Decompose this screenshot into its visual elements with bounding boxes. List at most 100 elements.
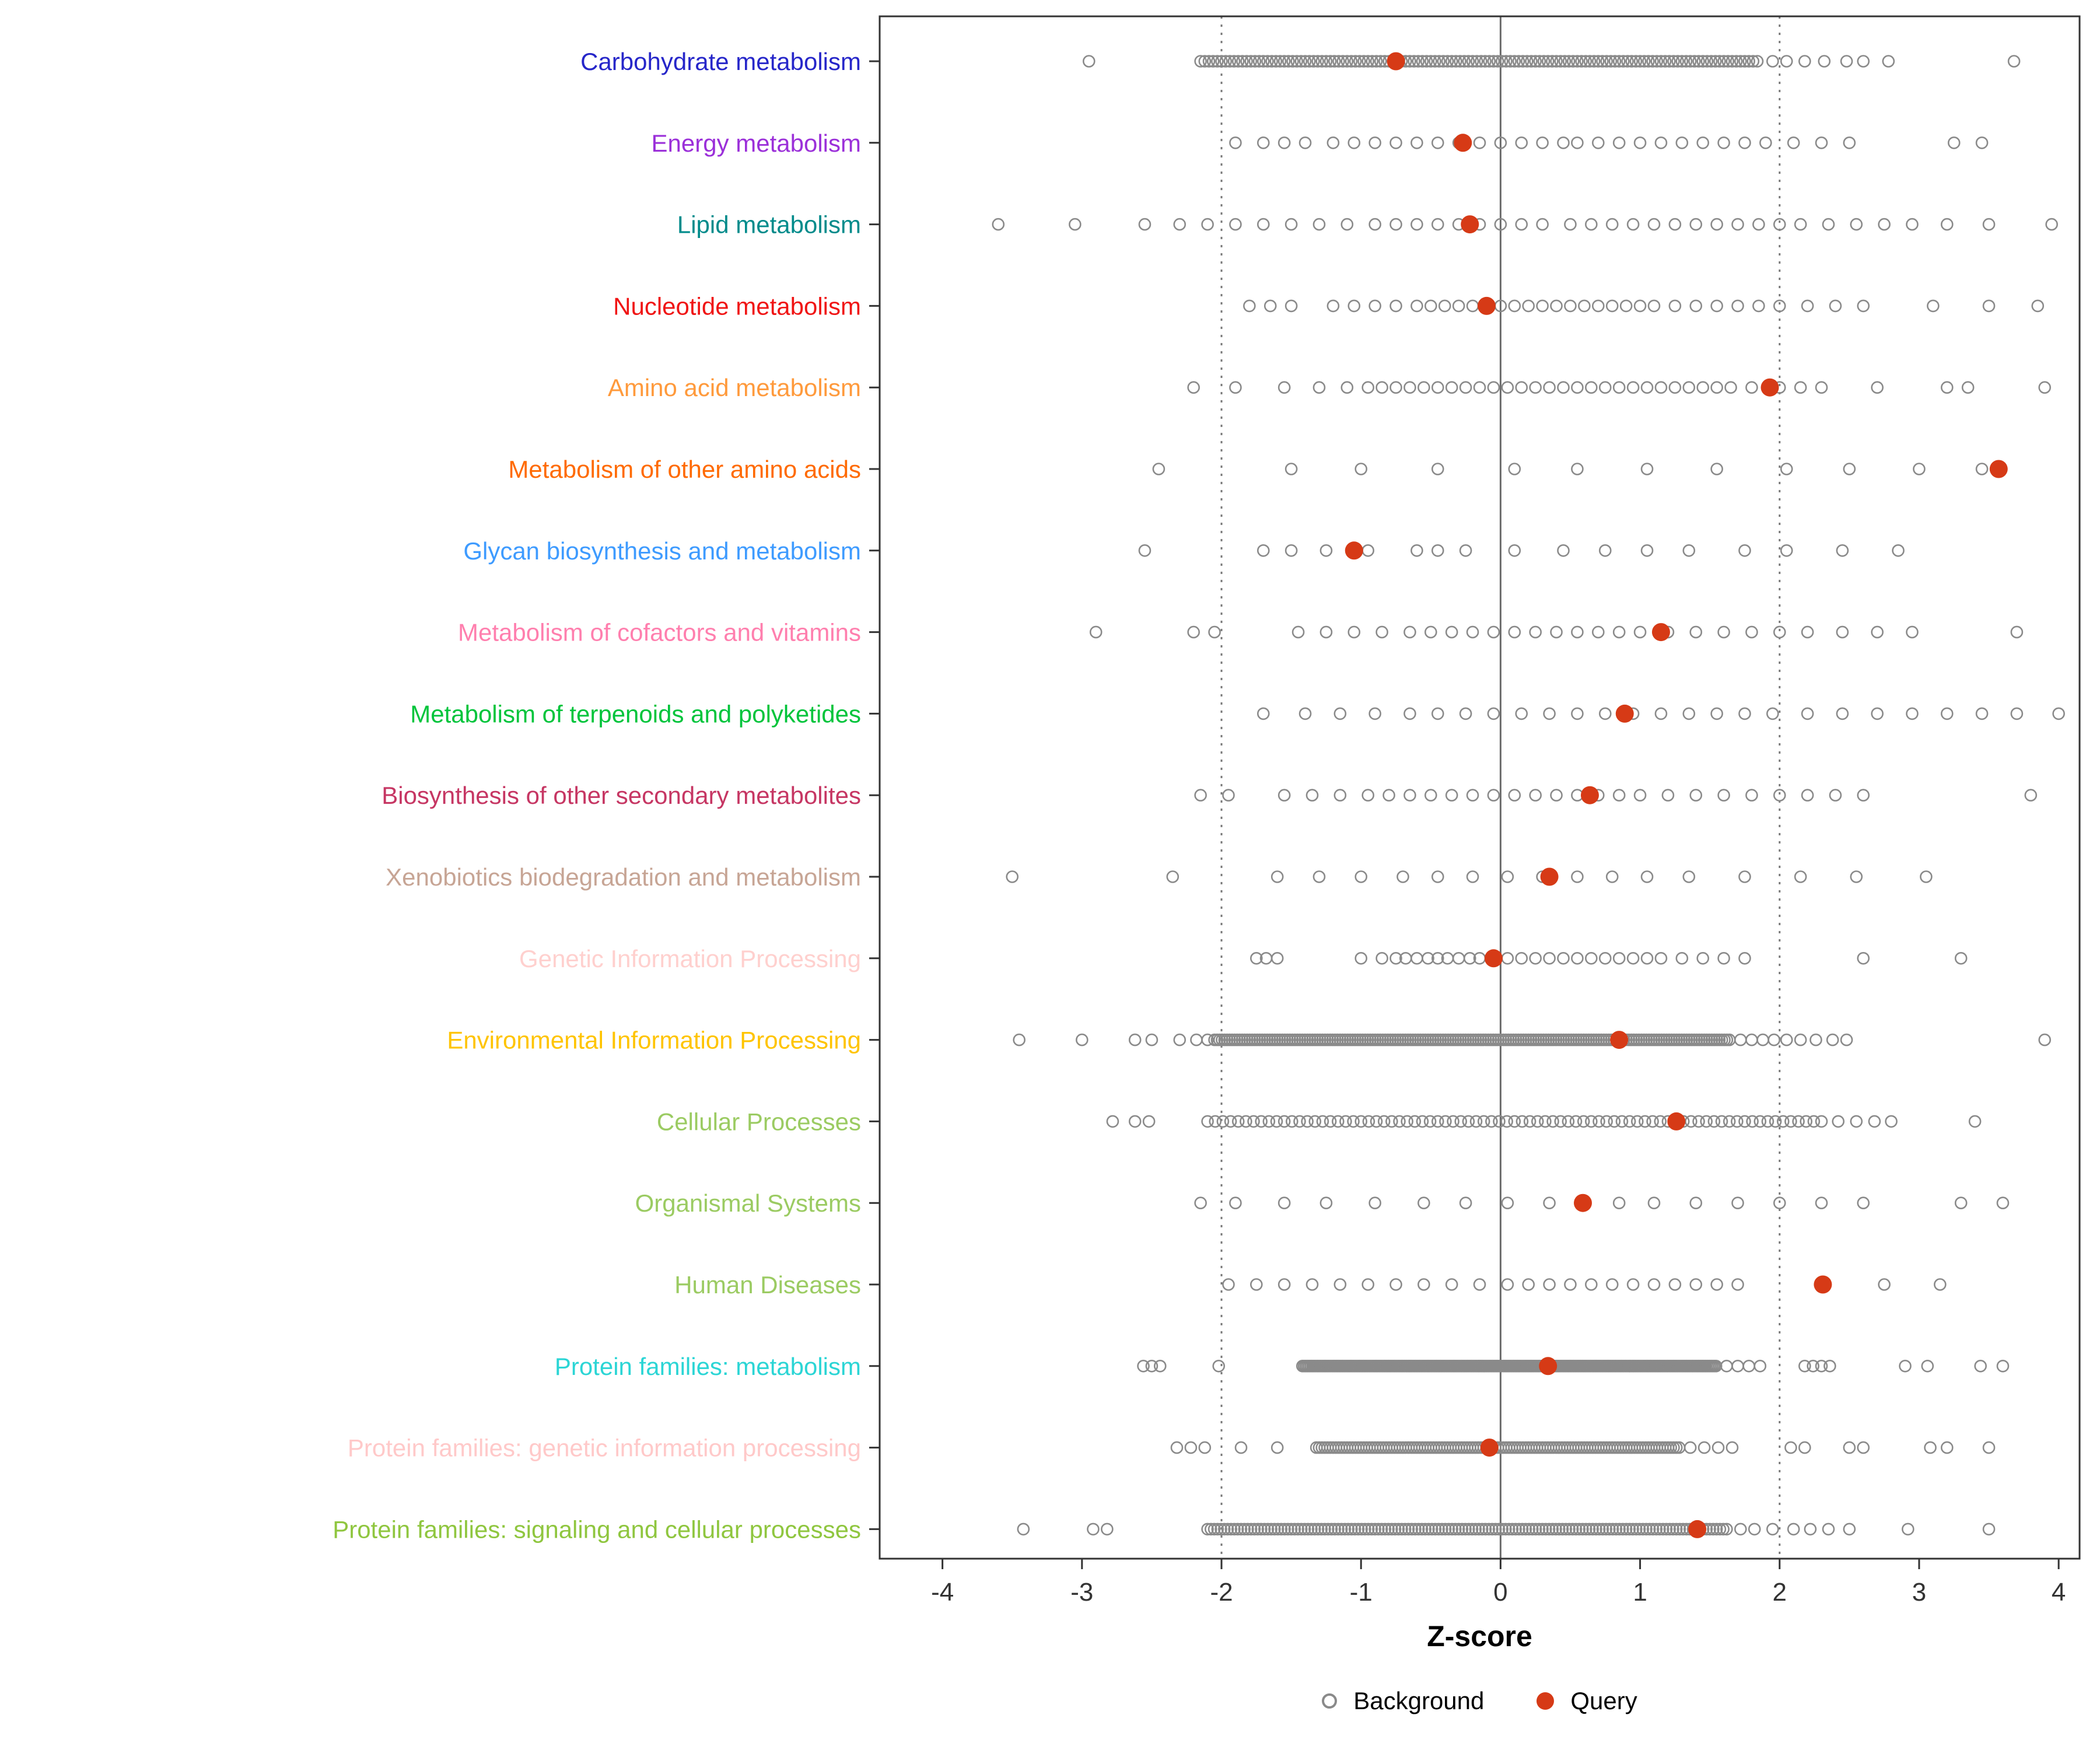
background-point bbox=[1422, 1522, 1435, 1536]
background-point bbox=[1240, 55, 1253, 68]
background-point bbox=[1472, 1522, 1485, 1536]
background-point bbox=[1921, 1360, 1934, 1373]
background-point bbox=[1773, 789, 1786, 802]
background-point bbox=[1347, 1115, 1360, 1128]
background-point bbox=[1623, 1115, 1636, 1128]
background-point bbox=[1382, 1522, 1395, 1536]
background-point bbox=[1362, 55, 1374, 68]
background-point bbox=[1396, 870, 1409, 883]
background-point bbox=[1447, 1115, 1460, 1128]
background-point bbox=[1579, 1522, 1592, 1536]
background-point bbox=[1250, 1278, 1263, 1291]
category-label: Biosynthesis of other secondary metaboli… bbox=[382, 782, 861, 809]
background-point bbox=[1975, 136, 1989, 149]
background-point bbox=[1494, 136, 1507, 149]
background-point bbox=[1756, 1033, 1769, 1046]
background-point bbox=[1731, 1360, 1744, 1373]
background-point bbox=[1612, 625, 1626, 639]
background-point bbox=[992, 218, 1005, 231]
background-point bbox=[1571, 952, 1584, 965]
background-point bbox=[1515, 218, 1528, 231]
background-point bbox=[1345, 1522, 1358, 1536]
background-point bbox=[1613, 1522, 1626, 1536]
background-point bbox=[1307, 55, 1320, 68]
background-point bbox=[1619, 1522, 1633, 1536]
background-point bbox=[1477, 1115, 1490, 1128]
query-point bbox=[1345, 541, 1363, 560]
background-point bbox=[1612, 55, 1626, 68]
background-point bbox=[1241, 1522, 1254, 1536]
background-point bbox=[1331, 1115, 1345, 1128]
background-point bbox=[1515, 707, 1528, 720]
background-point bbox=[1745, 789, 1758, 802]
background-point bbox=[1526, 1522, 1539, 1536]
background-point bbox=[1243, 299, 1256, 313]
background-point bbox=[1248, 1522, 1261, 1536]
background-point bbox=[1348, 136, 1361, 149]
background-point bbox=[1807, 1360, 1819, 1373]
background-point bbox=[1423, 1115, 1437, 1128]
background-point bbox=[1462, 55, 1475, 68]
background-point bbox=[1473, 381, 1486, 394]
background-point bbox=[1710, 299, 1723, 313]
background-point bbox=[1312, 870, 1326, 883]
background-point bbox=[1543, 381, 1556, 394]
background-point bbox=[1212, 1360, 1226, 1373]
background-point bbox=[1145, 1360, 1158, 1373]
background-point bbox=[1388, 1522, 1402, 1536]
query-point bbox=[1989, 460, 2008, 478]
background-point bbox=[1354, 870, 1367, 883]
background-point bbox=[1592, 1522, 1606, 1536]
background-point bbox=[1616, 1522, 1629, 1536]
background-point bbox=[1640, 1522, 1653, 1536]
background-point bbox=[1385, 1522, 1398, 1536]
background-point bbox=[1475, 55, 1488, 68]
background-point bbox=[1392, 1522, 1405, 1536]
background-point bbox=[1516, 1115, 1529, 1128]
background-point bbox=[1320, 55, 1333, 68]
background-point bbox=[1585, 1278, 1598, 1291]
background-point bbox=[1784, 1441, 1797, 1454]
background-point bbox=[1469, 1115, 1483, 1128]
background-point bbox=[1489, 1522, 1502, 1536]
category-label: Metabolism of terpenoids and polyketides bbox=[410, 700, 861, 727]
background-point bbox=[1252, 55, 1266, 68]
background-point bbox=[1420, 55, 1433, 68]
background-point bbox=[1717, 625, 1730, 639]
background-point bbox=[1738, 136, 1751, 149]
background-point bbox=[1826, 1033, 1839, 1046]
background-point bbox=[1368, 218, 1381, 231]
background-point bbox=[1689, 299, 1703, 313]
background-point bbox=[1773, 625, 1786, 639]
background-point bbox=[1229, 136, 1242, 149]
background-point bbox=[1362, 1522, 1375, 1536]
background-point bbox=[1684, 55, 1697, 68]
query-point bbox=[1477, 296, 1496, 315]
background-point bbox=[1376, 952, 1388, 965]
background-point bbox=[1214, 1522, 1227, 1536]
background-point bbox=[1553, 1522, 1566, 1536]
background-point bbox=[2052, 707, 2065, 720]
background-point bbox=[2038, 1033, 2052, 1046]
background-point bbox=[1766, 707, 1779, 720]
background-point bbox=[1688, 55, 1701, 68]
background-point bbox=[1787, 136, 1800, 149]
background-point bbox=[1920, 870, 1933, 883]
background-point bbox=[1431, 381, 1444, 394]
background-point bbox=[1301, 1115, 1314, 1128]
background-point bbox=[1521, 55, 1534, 68]
query-point bbox=[1480, 1438, 1499, 1457]
background-point bbox=[1675, 136, 1689, 149]
background-point bbox=[1710, 707, 1723, 720]
background-point bbox=[1550, 299, 1563, 313]
background-point bbox=[1466, 299, 1479, 313]
background-point bbox=[1398, 1522, 1412, 1536]
background-point bbox=[1784, 1115, 1797, 1128]
background-point bbox=[1801, 707, 1814, 720]
background-point bbox=[1640, 381, 1654, 394]
background-point bbox=[1704, 55, 1718, 68]
background-point bbox=[1924, 1441, 1937, 1454]
background-point bbox=[1284, 544, 1298, 557]
background-point bbox=[1284, 218, 1298, 231]
background-point bbox=[1410, 544, 1423, 557]
